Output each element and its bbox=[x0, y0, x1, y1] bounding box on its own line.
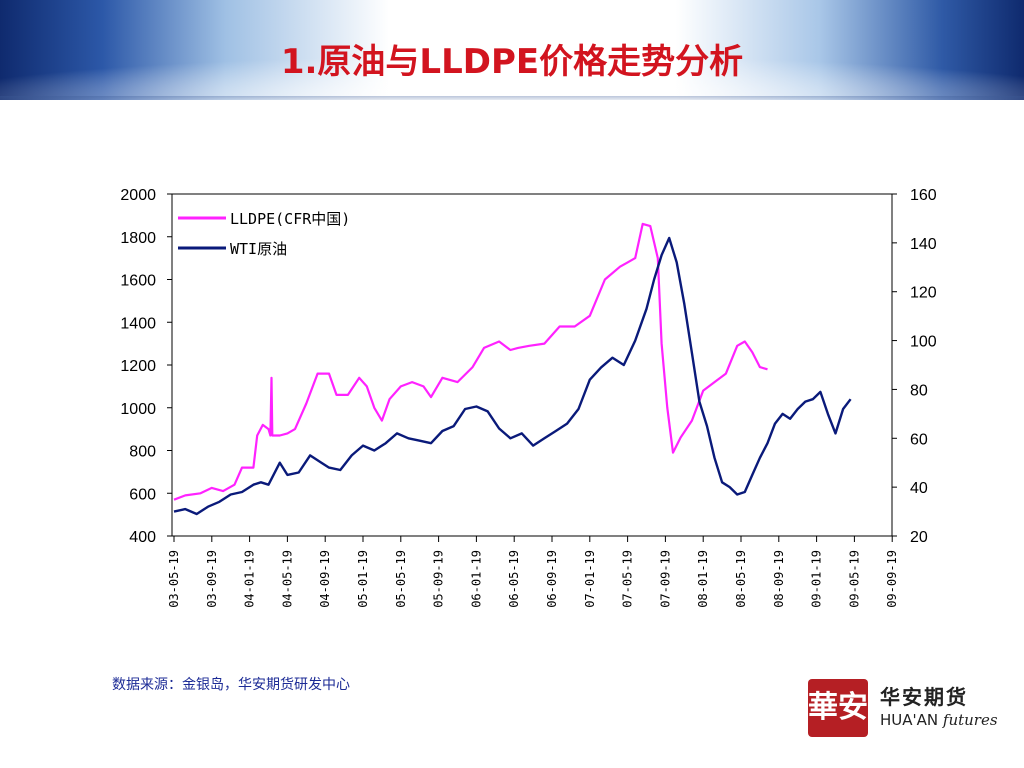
x-axis-tick-label: 08-01-19 bbox=[696, 550, 710, 608]
right-axis-tick-label: 40 bbox=[910, 480, 928, 497]
x-axis-tick-label: 04-05-19 bbox=[280, 550, 294, 608]
left-axis-tick-label: 1000 bbox=[120, 401, 156, 418]
x-axis-tick-label: 09-01-19 bbox=[810, 550, 824, 608]
left-axis-tick-label: 1600 bbox=[120, 273, 156, 290]
x-axis-tick-label: 03-09-19 bbox=[205, 550, 219, 608]
x-axis-tick-label: 06-09-19 bbox=[545, 550, 559, 608]
left-axis-tick-label: 2000 bbox=[120, 187, 156, 204]
logo-english-name: HUA'AN futures bbox=[880, 711, 998, 729]
right-axis-tick-label: 80 bbox=[910, 382, 928, 399]
logo-english-main: HUA'AN bbox=[880, 711, 939, 729]
logo-seal: 華安 bbox=[808, 679, 868, 737]
x-axis-tick-label: 05-01-19 bbox=[356, 550, 370, 608]
x-axis-tick-label: 07-05-19 bbox=[621, 550, 635, 608]
wti-series-line bbox=[173, 236, 852, 516]
x-axis-tick-label: 07-09-19 bbox=[658, 550, 672, 608]
x-axis-tick-label: 08-09-19 bbox=[772, 550, 786, 608]
right-axis-tick-label: 60 bbox=[910, 431, 928, 448]
company-logo: 華安 华安期货 HUA'AN futures bbox=[808, 679, 1008, 739]
x-axis-tick-label: 06-01-19 bbox=[469, 550, 483, 608]
right-axis-tick-label: 20 bbox=[910, 529, 928, 546]
right-axis-tick-label: 100 bbox=[910, 334, 937, 351]
logo-chinese-name: 华安期货 bbox=[880, 685, 968, 709]
page-title: 1.原油与LLDPE价格走势分析 bbox=[280, 42, 744, 82]
legend-label: LLDPE(CFR中国) bbox=[230, 210, 350, 228]
right-axis-tick-label: 160 bbox=[910, 187, 937, 204]
banner-shadow bbox=[0, 96, 1024, 100]
x-axis-tick-label: 03-05-19 bbox=[167, 550, 181, 608]
x-axis-tick-label: 04-09-19 bbox=[318, 550, 332, 608]
x-axis-tick-label: 08-05-19 bbox=[734, 550, 748, 608]
x-axis-tick-label: 05-05-19 bbox=[394, 550, 408, 608]
x-axis-tick-label: 09-09-19 bbox=[885, 550, 899, 608]
right-axis-tick-label: 140 bbox=[910, 236, 937, 253]
x-axis-tick-label: 06-05-19 bbox=[507, 550, 521, 608]
left-axis-tick-label: 600 bbox=[129, 486, 156, 503]
x-axis-tick-label: 07-01-19 bbox=[583, 550, 597, 608]
left-axis-tick-label: 1800 bbox=[120, 230, 156, 247]
banner-wave bbox=[0, 55, 1024, 100]
left-axis-tick-label: 400 bbox=[129, 529, 156, 546]
x-axis-tick-label: 04-01-19 bbox=[243, 550, 257, 608]
left-axis-tick-label: 1400 bbox=[120, 315, 156, 332]
logo-english-script: futures bbox=[942, 711, 998, 729]
data-source-note: 数据来源：金银岛，华安期货研发中心 bbox=[112, 677, 350, 693]
lldpe-series-line bbox=[173, 222, 768, 501]
x-axis-tick-label: 09-05-19 bbox=[847, 550, 861, 608]
left-axis-tick-label: 1200 bbox=[120, 358, 156, 375]
header-banner bbox=[0, 0, 1024, 100]
left-axis-tick-label: 800 bbox=[129, 444, 156, 461]
legend-label: WTI原油 bbox=[230, 240, 287, 258]
right-axis-tick-label: 120 bbox=[910, 285, 937, 302]
x-axis-tick-label: 05-09-19 bbox=[432, 550, 446, 608]
